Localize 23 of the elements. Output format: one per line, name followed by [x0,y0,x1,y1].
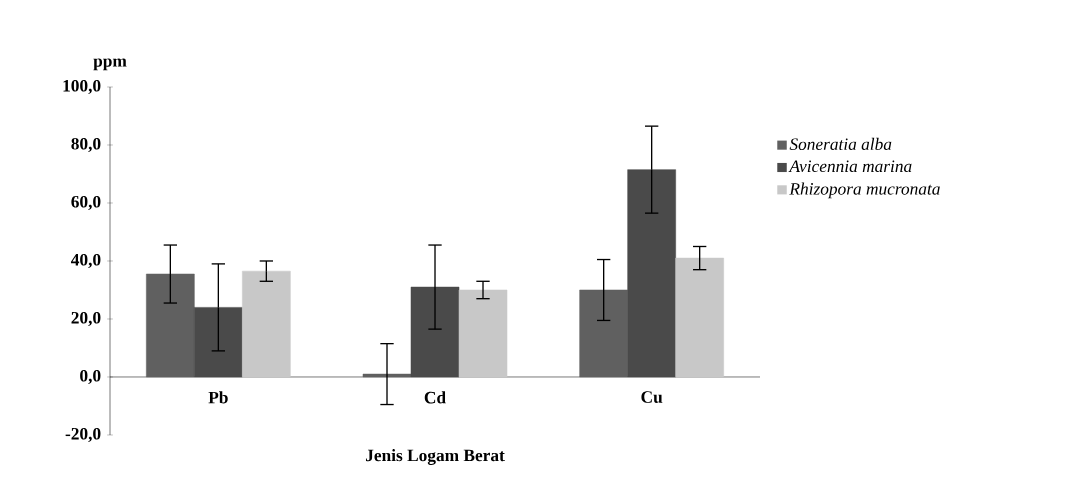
x-tick-label: Cd [424,391,446,404]
y-tick-label: 20,0 [71,311,101,327]
legend-label: Rhizopora mucronata [789,182,940,199]
bar [242,270,291,378]
y-tick-label: 60,0 [71,195,101,211]
y-tick-label: 0,0 [80,369,101,385]
bar [410,286,460,378]
y-tick-label: -20,0 [65,427,101,443]
legend-label: Soneratia alba [789,137,892,151]
bar [579,289,628,378]
legend-label: Avicennia marina [788,160,912,173]
bar [458,289,508,378]
x-axis-title: Jenis Logam Berat [365,449,505,465]
y-tick-label: 80,0 [71,137,101,153]
bar [362,373,412,378]
bar [675,257,724,378]
x-tick-label: Cu [641,391,663,403]
y-tick-label: 40,0 [71,253,101,269]
bar [146,273,195,378]
y-tick-label: 100,0 [63,79,101,95]
bar [627,169,676,378]
x-tick-label: Pb [208,391,228,404]
y-axis-title: ppm [93,58,127,71]
